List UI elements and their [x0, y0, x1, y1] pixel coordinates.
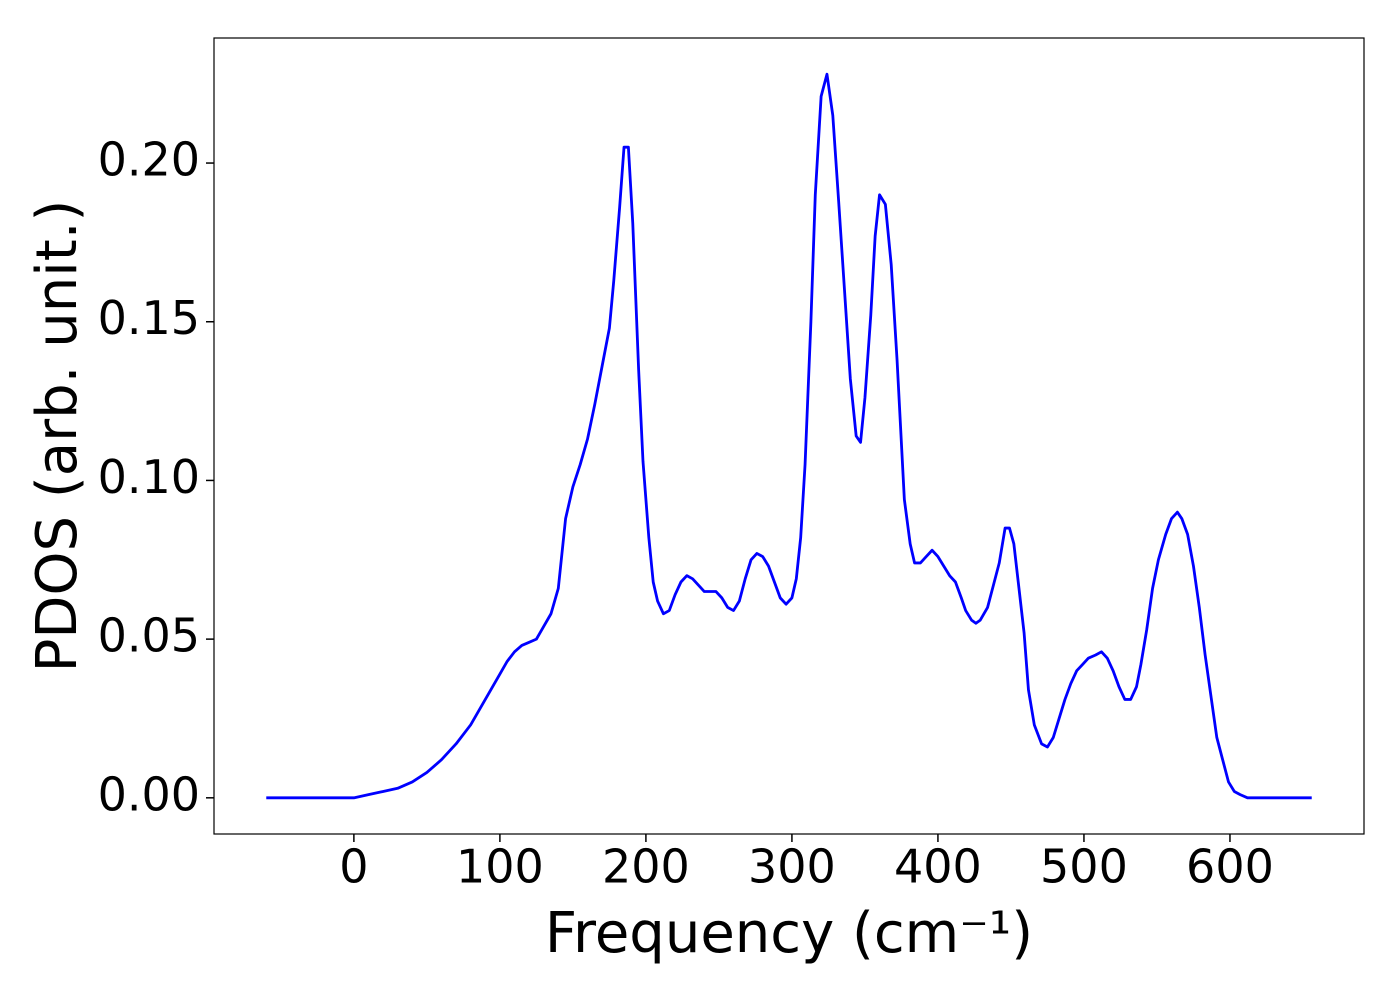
- y-tick-label: 0.10: [98, 450, 200, 504]
- x-tick-label: 500: [1040, 840, 1128, 894]
- y-tick-label: 0.05: [98, 609, 200, 663]
- x-tick-label: 0: [339, 840, 368, 894]
- pdos-line: [266, 72, 1312, 800]
- x-tick-label: 100: [456, 840, 544, 894]
- x-tick-label: 300: [748, 840, 836, 894]
- x-tick-label: 200: [602, 840, 690, 894]
- y-tick-label: 0.15: [98, 291, 200, 345]
- x-tick-label: 400: [894, 840, 982, 894]
- x-axis-label: Frequency (cm⁻¹): [545, 901, 1033, 966]
- x-tick-label: 600: [1186, 840, 1274, 894]
- y-tick-label: 0.00: [98, 767, 200, 821]
- y-tick-label: 0.20: [98, 133, 200, 187]
- plot-frame: [213, 37, 1365, 835]
- y-axis-label: PDOS (arb. unit.): [25, 200, 90, 673]
